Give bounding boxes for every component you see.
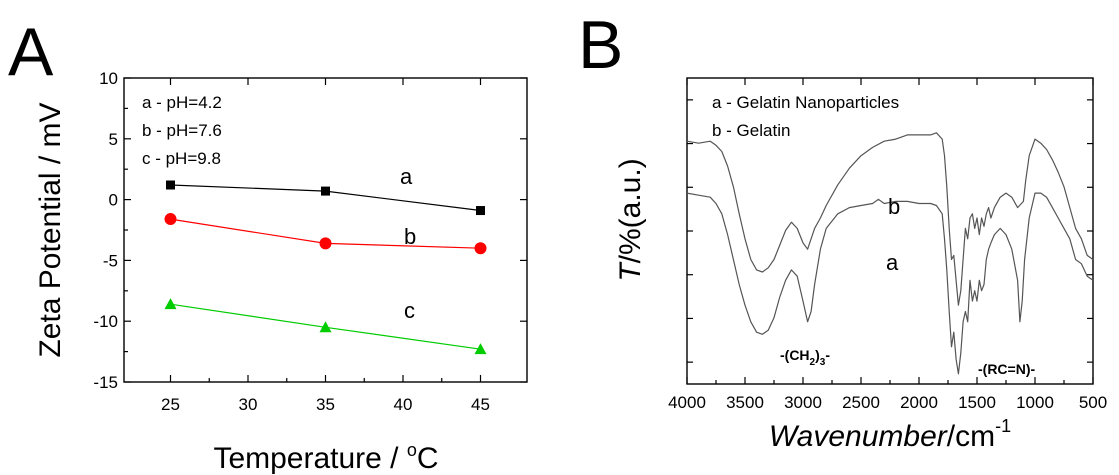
panel-b-label: B <box>578 7 623 83</box>
panel-b-series-label-a: a <box>886 250 899 275</box>
panel-a-x-axis-label: Temperature / oC <box>213 440 438 475</box>
panel-a-series-c-point <box>319 321 332 333</box>
panel-b-x-tick-label: 2000 <box>900 393 938 412</box>
panel-b-legend-a: a - Gelatin Nanoparticles <box>712 93 899 112</box>
panel-b-x-tick-label: 3500 <box>726 393 764 412</box>
panel-b-annotation-rcn: -(RC=N)- <box>978 361 1035 377</box>
panel-a-y-axis-label: Zeta Potential / mV <box>34 102 67 357</box>
panel-a-legend-c: c - pH=9.8 <box>142 149 221 168</box>
panel-a-y-tick-label: 10 <box>99 69 118 88</box>
panel-a-x-tick-label: 45 <box>471 395 490 414</box>
panel-b-annotation-ch2-sub: 2 <box>810 357 816 368</box>
panel-a-x-tick-label: 40 <box>394 395 413 414</box>
panel-a-series-label-b: b <box>404 224 416 249</box>
panel-b-legend: a - Gelatin Nanoparticles b - Gelatin <box>712 93 899 140</box>
panel-a-series-b-point <box>319 237 332 250</box>
panel-a-y-tick-label: 5 <box>109 130 118 149</box>
panel-a-y-tick-label: -15 <box>93 373 118 392</box>
panel-b-y-ticks <box>687 99 1093 363</box>
panel-a-y-tick-label: -5 <box>103 251 118 270</box>
panel-a-series-a-point <box>166 180 175 190</box>
panel-b-x-tick-label: 500 <box>1079 393 1107 412</box>
panel-a-series <box>164 180 487 355</box>
panel-a-x-axis-label-unit: C <box>417 442 439 475</box>
panel-a-series-c-point <box>474 343 487 355</box>
panel-b-x-tick-label: 3000 <box>784 393 822 412</box>
panel-b-x-axis-label-sup: -1 <box>995 416 1011 436</box>
panel-b-ftir-chart: B 4000 3500 3000 2500 2000 1500 1000 500 T/%(a.… <box>578 7 1107 453</box>
panel-a-x-tick-label: 25 <box>161 395 180 414</box>
panel-b-annotation-ch2-close: ) <box>815 347 820 363</box>
panel-b-x-tick-label: 1500 <box>958 393 996 412</box>
panel-b-legend-b: b - Gelatin <box>712 121 790 140</box>
panel-a-x-tick-label: 30 <box>239 395 258 414</box>
panel-a-legend: a - pH=4.2 b - pH=7.6 c - pH=9.8 <box>142 93 222 168</box>
panel-a-zeta-chart: A 10 5 0 -5 -10 -15 25 30 35 40 45 Zeta Potential… <box>8 14 528 475</box>
panel-b-x-tick-label: 4000 <box>668 393 706 412</box>
panel-b-y-axis-label: T/%(a.u.) <box>614 158 647 281</box>
panel-a-series-c-point <box>164 298 177 310</box>
panel-b-series <box>686 132 1094 375</box>
panel-a-series-a-point <box>321 186 330 196</box>
panel-a-legend-a: a - pH=4.2 <box>142 93 222 112</box>
panel-b-x-tick-label: 1000 <box>1016 393 1054 412</box>
panel-b-annotation-ch2-tail: - <box>825 347 830 363</box>
panel-b-x-axis-label: Wavenumber/cm-1 <box>769 416 1011 453</box>
panel-a-x-axis-label-text: Temperature / <box>213 442 406 475</box>
panel-a-y-ticks: 10 5 0 -5 -10 -15 <box>93 69 527 392</box>
panel-b-y-axis-label-rest: /%(a.u.) <box>614 158 647 263</box>
panel-b-annotation-ch2-sub2: 3 <box>820 357 826 368</box>
panel-a-series-label-a: a <box>400 164 413 189</box>
panel-b-series-label-b: b <box>888 194 900 219</box>
panel-a-series-b-point <box>164 213 177 226</box>
panel-b-annotation-ch2-main: -(CH <box>780 347 810 363</box>
panel-a-series-b-point <box>474 242 487 255</box>
panel-a-legend-b: b - pH=7.6 <box>142 121 222 140</box>
panel-a-y-tick-label: -10 <box>93 312 118 331</box>
panel-b-spectrum-b <box>686 132 1094 306</box>
panel-a-y-tick-label: 0 <box>109 191 118 210</box>
panel-a-x-ticks: 25 30 35 40 45 <box>161 78 490 414</box>
panel-a-x-tick-label: 35 <box>316 395 335 414</box>
panel-a-label: A <box>8 14 54 90</box>
panel-b-x-axis-label-unit: /cm <box>947 420 995 453</box>
panel-a-x-axis-label-degree: o <box>407 440 417 460</box>
panel-a-series-label-c: c <box>404 298 415 323</box>
panel-b-x-tick-label: 2500 <box>842 393 880 412</box>
panel-a-series-a-point <box>476 206 485 216</box>
panel-b-annotation-ch2: -(CH2)3- <box>780 347 830 368</box>
panel-b-x-ticks: 4000 3500 3000 2500 2000 1500 1000 500 <box>668 78 1107 412</box>
panel-b-y-axis-label-t: T <box>614 261 647 282</box>
panel-b-spectrum-a <box>686 192 1094 375</box>
panel-b-x-axis-label-italic: Wavenumber <box>769 420 948 453</box>
